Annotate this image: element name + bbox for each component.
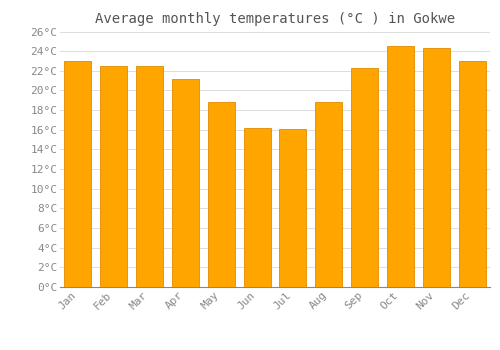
Bar — [172, 79, 199, 287]
Bar — [100, 66, 127, 287]
Bar — [244, 128, 270, 287]
Bar — [387, 46, 414, 287]
Bar — [64, 61, 92, 287]
Bar — [208, 102, 234, 287]
Bar — [316, 102, 342, 287]
Bar — [136, 66, 163, 287]
Bar — [351, 68, 378, 287]
Bar — [423, 48, 450, 287]
Bar — [458, 61, 485, 287]
Bar — [280, 129, 306, 287]
Title: Average monthly temperatures (°C ) in Gokwe: Average monthly temperatures (°C ) in Go… — [95, 12, 455, 26]
